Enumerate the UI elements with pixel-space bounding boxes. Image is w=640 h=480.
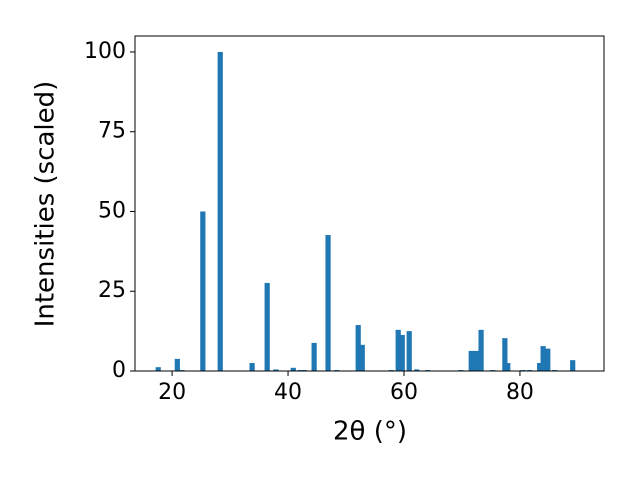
bar [395, 329, 401, 371]
y-tick-label: 50 [98, 198, 126, 223]
bar [174, 358, 180, 371]
y-tick-label: 100 [84, 39, 126, 64]
y-tick-label: 0 [112, 358, 126, 383]
bar [325, 235, 331, 371]
bar [290, 367, 296, 371]
bar [355, 325, 361, 371]
y-axis-label: Intensities (scaled) [31, 81, 61, 328]
bar [570, 360, 576, 371]
bar [545, 348, 551, 371]
bar [359, 344, 365, 371]
bar [155, 367, 161, 371]
bar [399, 334, 405, 371]
bar [200, 211, 206, 371]
bar [537, 363, 543, 371]
x-tick-label: 20 [158, 380, 186, 405]
bar [264, 282, 270, 371]
bar [249, 363, 255, 371]
y-tick-label: 75 [98, 119, 126, 144]
y-tick-label: 25 [98, 278, 126, 303]
x-tick-label: 40 [274, 380, 302, 405]
x-tick-label: 60 [390, 380, 418, 405]
bar [273, 369, 279, 371]
plot-frame [134, 35, 605, 372]
bar [311, 342, 317, 371]
bar [505, 363, 511, 371]
x-tick-label: 80 [506, 380, 534, 405]
bar [540, 346, 546, 371]
bar [478, 329, 484, 371]
bar [468, 350, 474, 371]
bar [414, 369, 420, 371]
bar [502, 338, 508, 371]
bar [217, 51, 223, 371]
bar [473, 350, 479, 371]
bar [406, 331, 412, 371]
x-axis-label: 2θ (°) [333, 417, 407, 447]
